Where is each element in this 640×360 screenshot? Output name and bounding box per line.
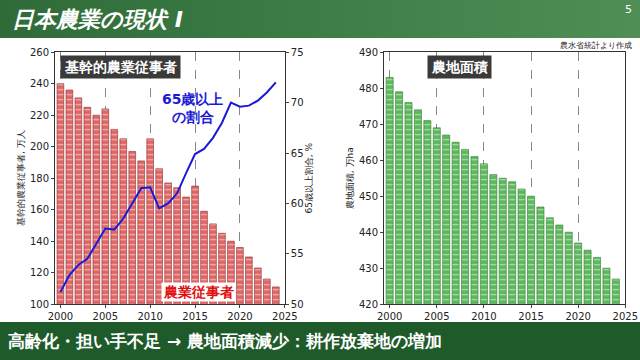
html-text:5: 5: [625, 3, 632, 16]
svg-text:420: 420: [359, 299, 378, 310]
svg-text:200: 200: [30, 141, 49, 152]
svg-text:470: 470: [359, 119, 378, 130]
svg-text:75: 75: [291, 47, 304, 58]
svg-text:農地面積, 万ha: 農地面積, 万ha: [345, 147, 355, 209]
svg-text:2020: 2020: [227, 311, 252, 322]
svg-text:100: 100: [30, 299, 49, 310]
svg-text:460: 460: [359, 155, 378, 166]
svg-text:2010: 2010: [137, 311, 162, 322]
svg-text:2025: 2025: [613, 311, 638, 322]
svg-text:2015: 2015: [518, 311, 543, 322]
svg-text:490: 490: [359, 47, 378, 58]
svg-text:2015: 2015: [182, 311, 207, 322]
svg-text:65歳以上割合, %: 65歳以上割合, %: [304, 142, 314, 213]
svg-text:430: 430: [359, 263, 378, 274]
svg-text:120: 120: [30, 267, 49, 278]
svg-text:240: 240: [30, 78, 49, 89]
svg-text:2005: 2005: [93, 311, 118, 322]
svg-text:180: 180: [30, 173, 49, 184]
svg-text:260: 260: [30, 47, 49, 58]
svg-text:450: 450: [359, 191, 378, 202]
svg-text:50: 50: [291, 299, 304, 310]
svg-text:70: 70: [291, 97, 304, 108]
svg-text:2020: 2020: [565, 311, 590, 322]
svg-text:220: 220: [30, 110, 49, 121]
svg-text:160: 160: [30, 204, 49, 215]
svg-text:農業従事者: 農業従事者: [163, 284, 234, 300]
svg-text:55: 55: [291, 248, 304, 259]
svg-text:2025: 2025: [272, 311, 297, 322]
svg-text:140: 140: [30, 236, 49, 247]
svg-text:2010: 2010: [471, 311, 496, 322]
html-text:高齢化・担い手不足 → 農地面積減少：耕作放棄地の増加: 高齢化・担い手不足 → 農地面積減少：耕作放棄地の増加: [8, 331, 443, 351]
svg-text:65: 65: [291, 148, 304, 159]
svg-text:480: 480: [359, 83, 378, 94]
svg-text:基幹的農業従事者: 基幹的農業従事者: [64, 59, 177, 75]
svg-text:60: 60: [291, 198, 304, 209]
svg-text:2005: 2005: [424, 311, 449, 322]
html-text:日本農業の現状 I: 日本農業の現状 I: [12, 7, 183, 32]
svg-text:65歳以上の割合: 65歳以上の割合: [162, 91, 223, 125]
svg-text:農水省統計より作成: 農水省統計より作成: [560, 41, 632, 50]
svg-text:440: 440: [359, 227, 378, 238]
svg-text:農地面積: 農地面積: [431, 59, 488, 75]
svg-text:2000: 2000: [48, 311, 73, 322]
svg-text:基幹的農業従事者, 万人: 基幹的農業従事者, 万人: [16, 130, 26, 226]
svg-text:2000: 2000: [377, 311, 402, 322]
